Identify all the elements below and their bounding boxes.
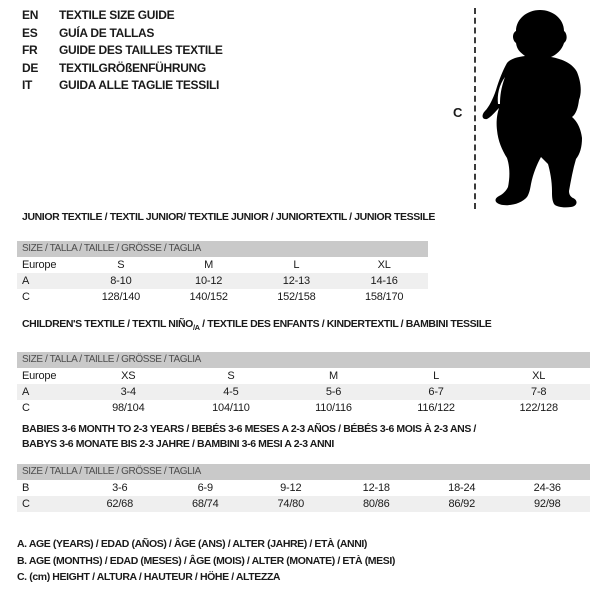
table-cell: 10-12 bbox=[164, 273, 253, 289]
height-measure-label: C bbox=[453, 105, 463, 120]
junior-textile-section: JUNIOR TEXTILE / TEXTIL JUNIOR/ TEXTILE … bbox=[17, 210, 435, 305]
table-cell: L bbox=[433, 370, 440, 383]
table-cell: 9-12 bbox=[280, 482, 302, 494]
table-cell: 3-4 bbox=[77, 384, 180, 401]
baby-silhouette-image bbox=[482, 10, 582, 208]
table-cell: 8-10 bbox=[77, 273, 165, 289]
table-cell: 6-7 bbox=[384, 384, 488, 401]
children-table-title: CHILDREN'S TEXTILE / TEXTIL NIÑO/A / TEX… bbox=[17, 317, 590, 335]
language-title: GUÍA DE TALLAS bbox=[59, 25, 155, 40]
language-code: FR bbox=[22, 43, 38, 57]
size-header-bar: SIZE / TALLA / TAILLE / GRÖSSE / TAGLIA bbox=[17, 241, 428, 257]
table-cell: 110/116 bbox=[315, 402, 352, 415]
table-cell: L bbox=[293, 259, 300, 271]
table-cell: C bbox=[17, 496, 77, 512]
babies-table-title: BABIES 3-6 MONTH TO 2-3 YEARS / BEBÉS 3-… bbox=[17, 422, 590, 451]
table-cell: Europe bbox=[22, 259, 57, 271]
table-cell: Europe bbox=[22, 370, 57, 383]
language-row: FR GUIDE DES TAILLES TEXTILE bbox=[22, 42, 223, 60]
table-cell: 3-6 bbox=[112, 482, 128, 494]
table-cell: C bbox=[22, 291, 30, 303]
footnote-c: C. (cm) HEIGHT / ALTURA / HAUTEUR / HÖHE… bbox=[17, 571, 281, 583]
table-cell: 12-18 bbox=[362, 482, 390, 494]
table-cell: 128/140 bbox=[101, 291, 141, 303]
table-cell: 68/74 bbox=[162, 496, 248, 512]
table-cell: M bbox=[204, 259, 214, 271]
children-title-part2: / TEXTILE DES ENFANTS / KINDERTEXTIL / B… bbox=[199, 318, 492, 330]
table-cell: 24-36 bbox=[533, 482, 561, 494]
table-cell: S bbox=[117, 259, 125, 271]
table-cell: A bbox=[17, 273, 77, 289]
language-row: IT GUIDA ALLE TAGLIE TESSILI bbox=[22, 77, 223, 95]
language-row: ES GUÍA DE TALLAS bbox=[22, 25, 223, 43]
footnotes: A. AGE (YEARS) / EDAD (AÑOS) / ÂGE (ANS)… bbox=[17, 536, 395, 586]
babies-title-line1: BABIES 3-6 MONTH TO 2-3 YEARS / BEBÉS 3-… bbox=[22, 423, 476, 435]
junior-table-title: JUNIOR TEXTILE / TEXTIL JUNIOR/ TEXTILE … bbox=[22, 211, 435, 223]
table-row: C 98/104 104/110 110/116 116/122 122/128 bbox=[17, 400, 590, 416]
table-cell: 62/68 bbox=[77, 496, 163, 512]
table-cell: XL bbox=[377, 259, 391, 271]
babies-textile-section: BABIES 3-6 MONTH TO 2-3 YEARS / BEBÉS 3-… bbox=[17, 422, 590, 512]
footnote-a: A. AGE (YEARS) / EDAD (AÑOS) / ÂGE (ANS)… bbox=[17, 538, 368, 550]
language-code: DE bbox=[22, 60, 39, 75]
table-cell: 92/98 bbox=[504, 496, 590, 512]
table-cell: M bbox=[329, 370, 338, 383]
table-cell: 116/122 bbox=[417, 402, 455, 415]
table-row: C 128/140 140/152 152/158 158/170 bbox=[17, 289, 428, 305]
table-cell: 7-8 bbox=[487, 384, 590, 401]
table-cell: XS bbox=[121, 370, 136, 383]
table-header-row: Europe XS S M L XL bbox=[17, 368, 590, 384]
table-cell: 86/92 bbox=[419, 496, 505, 512]
children-size-table: Europe XS S M L XL A 3-4 4-5 5-6 6-7 7-8… bbox=[17, 368, 590, 416]
children-textile-section: CHILDREN'S TEXTILE / TEXTIL NIÑO/A / TEX… bbox=[17, 317, 590, 416]
table-cell: 152/158 bbox=[277, 291, 316, 303]
table-cell: 6-9 bbox=[197, 482, 214, 494]
table-cell: 18-24 bbox=[448, 482, 476, 494]
height-measure-dashed-line bbox=[474, 8, 476, 209]
table-cell: S bbox=[227, 370, 235, 383]
language-legend: EN TEXTILE SIZE GUIDE ES GUÍA DE TALLAS … bbox=[22, 7, 223, 95]
language-title: GUIDE DES TAILLES TEXTILE bbox=[59, 43, 223, 57]
footnote-b: B. AGE (MONTHS) / EDAD (MESES) / ÂGE (MO… bbox=[17, 554, 395, 567]
table-row: A 3-4 4-5 5-6 6-7 7-8 bbox=[17, 384, 590, 401]
table-row: B 3-6 6-9 9-12 12-18 18-24 24-36 bbox=[17, 480, 590, 496]
table-cell: 5-6 bbox=[282, 384, 385, 401]
table-row: A 8-10 10-12 12-13 14-16 bbox=[17, 273, 428, 289]
table-cell: 12-13 bbox=[252, 273, 341, 289]
babies-size-table: B 3-6 6-9 9-12 12-18 18-24 24-36 C 62/68… bbox=[17, 480, 590, 512]
table-cell: B bbox=[22, 482, 30, 494]
language-title: TEXTILE SIZE GUIDE bbox=[59, 8, 175, 22]
table-cell: 158/170 bbox=[364, 291, 404, 303]
table-cell: 80/86 bbox=[333, 496, 419, 512]
language-code: ES bbox=[22, 25, 38, 40]
table-cell: 14-16 bbox=[340, 273, 428, 289]
size-header-bar: SIZE / TALLA / TAILLE / GRÖSSE / TAGLIA bbox=[17, 464, 590, 480]
language-code: EN bbox=[22, 8, 39, 22]
language-code: IT bbox=[22, 78, 33, 92]
table-header-row: Europe S M L XL bbox=[17, 257, 428, 273]
language-title: TEXTILGRÖßENFÜHRUNG bbox=[59, 60, 206, 75]
language-row: EN TEXTILE SIZE GUIDE bbox=[22, 7, 223, 25]
table-cell: C bbox=[22, 402, 30, 415]
language-title: GUIDA ALLE TAGLIE TESSILI bbox=[59, 78, 220, 92]
babies-title-line2: BABYS 3-6 MONATE BIS 2-3 JAHRE / BAMBINI… bbox=[22, 437, 334, 450]
table-cell: 104/110 bbox=[212, 402, 250, 415]
junior-size-table: Europe S M L XL A 8-10 10-12 12-13 14-16… bbox=[17, 257, 428, 305]
table-cell: 122/128 bbox=[519, 402, 559, 415]
size-header-bar: SIZE / TALLA / TAILLE / GRÖSSE / TAGLIA bbox=[17, 352, 590, 369]
table-row: C 62/68 68/74 74/80 80/86 86/92 92/98 bbox=[17, 496, 590, 512]
table-cell: 140/152 bbox=[189, 291, 228, 303]
language-row: DE TEXTILGRÖßENFÜHRUNG bbox=[22, 60, 223, 78]
table-cell: 74/80 bbox=[248, 496, 334, 512]
children-title-sub: /A bbox=[192, 323, 200, 333]
table-cell: 98/104 bbox=[112, 402, 145, 415]
table-cell: XL bbox=[532, 370, 546, 383]
children-title-part1: CHILDREN'S TEXTILE / TEXTIL NIÑO bbox=[22, 318, 193, 330]
table-cell: A bbox=[17, 384, 77, 401]
table-cell: 4-5 bbox=[179, 384, 283, 401]
